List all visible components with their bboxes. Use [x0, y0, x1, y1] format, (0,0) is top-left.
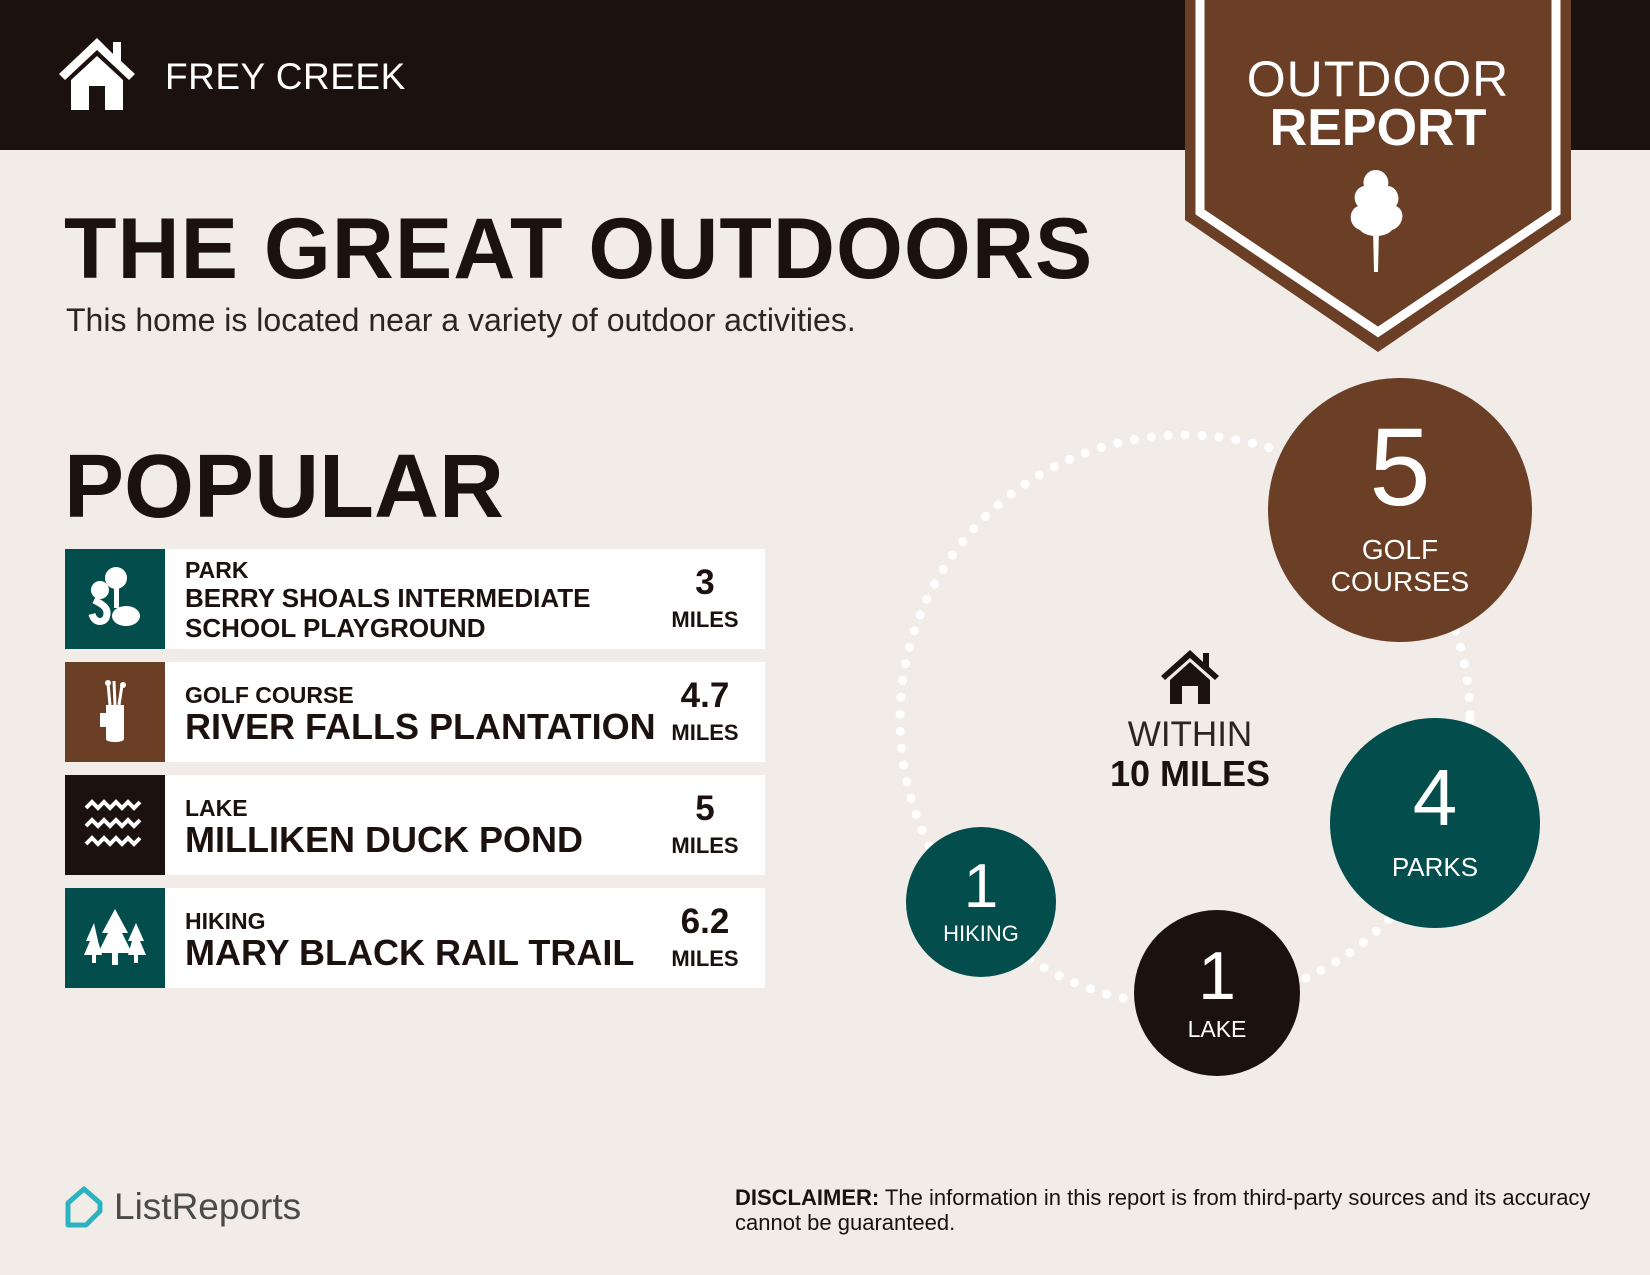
item-distance-unit: MILES: [671, 720, 739, 745]
golf-courses-count-bubble: 5 GOLF COURSES: [1268, 378, 1532, 642]
disclaimer-text: The information in this report is from t…: [735, 1185, 1591, 1235]
banner-title-line2: REPORT: [1269, 99, 1487, 157]
bubble-count: 1: [1198, 938, 1236, 1014]
disclaimer: DISCLAIMER: The information in this repo…: [735, 1185, 1595, 1235]
bubble-label: HIKING: [943, 921, 1019, 946]
logo-text: ListReports: [114, 1186, 302, 1227]
item-name-line1: BERRY SHOALS INTERMEDIATE: [185, 583, 591, 613]
item-name: MARY BLACK RAIL TRAIL: [185, 932, 635, 973]
brand-name: FREY CREEK: [165, 56, 406, 97]
tree-icon: [1350, 170, 1403, 272]
item-distance-unit: MILES: [671, 607, 739, 632]
house-icon: [59, 38, 135, 110]
pine-trees-icon: [65, 888, 165, 988]
waves-icon: [65, 775, 165, 875]
park-icon: [65, 549, 165, 649]
banner-title-line1: OUTDOOR: [1246, 51, 1510, 107]
within-distance: 10 MILES: [1109, 753, 1271, 794]
item-name: BERRY SHOALS INTERMEDIATE SCHOOL PLAYGRO…: [185, 583, 590, 643]
bubble-label-line2: COURSES: [1330, 566, 1470, 597]
bubble-count: 5: [1369, 406, 1431, 529]
bubble-count: 4: [1412, 753, 1458, 842]
bubble-label: PARKS: [1391, 852, 1479, 882]
item-name: MILLIKEN DUCK POND: [185, 819, 583, 860]
item-category: LAKE: [185, 795, 248, 821]
list-item-golf-course: GOLF COURSE RIVER FALLS PLANTATION 4.7 M…: [65, 662, 765, 762]
popular-heading: POPULAR: [64, 437, 505, 537]
list-item-hiking: HIKING MARY BLACK RAIL TRAIL 6.2 MILES: [65, 888, 765, 988]
page-title: THE GREAT OUTDOORS: [64, 201, 1094, 297]
golf-bag-icon: [65, 662, 165, 762]
item-distance-unit: MILES: [671, 946, 739, 971]
item-category: PARK: [185, 557, 249, 583]
page-subtitle: This home is located near a variety of o…: [66, 302, 856, 338]
hiking-count-bubble: 1 HIKING: [906, 827, 1056, 977]
item-name: RIVER FALLS PLANTATION: [185, 706, 656, 747]
item-distance-unit: MILES: [671, 833, 739, 858]
house-icon: [1161, 650, 1219, 704]
listreports-logo[interactable]: ListReports: [64, 1185, 301, 1229]
bubble-label-line1: GOLF: [1361, 534, 1439, 565]
lake-count-bubble: 1 LAKE: [1134, 910, 1300, 1076]
item-category: GOLF COURSE: [185, 682, 354, 708]
bubble-label: LAKE: [1187, 1016, 1247, 1042]
disclaimer-label: DISCLAIMER:: [735, 1185, 880, 1210]
bubble-count: 1: [963, 852, 999, 921]
item-distance: 6.2: [680, 902, 730, 941]
item-distance: 4.7: [680, 676, 730, 715]
item-distance: 3: [695, 563, 715, 602]
parks-count-bubble: 4 PARKS: [1330, 718, 1540, 928]
within-label: WITHIN: [1127, 715, 1253, 754]
list-item-lake: LAKE MILLIKEN DUCK POND 5 MILES: [65, 775, 765, 875]
list-item-park: PARK BERRY SHOALS INTERMEDIATE SCHOOL PL…: [65, 549, 765, 649]
item-distance: 5: [695, 789, 715, 828]
item-name-line2: SCHOOL PLAYGROUND: [185, 613, 486, 643]
listreports-logo-icon: [65, 1186, 103, 1228]
item-category: HIKING: [185, 908, 266, 934]
